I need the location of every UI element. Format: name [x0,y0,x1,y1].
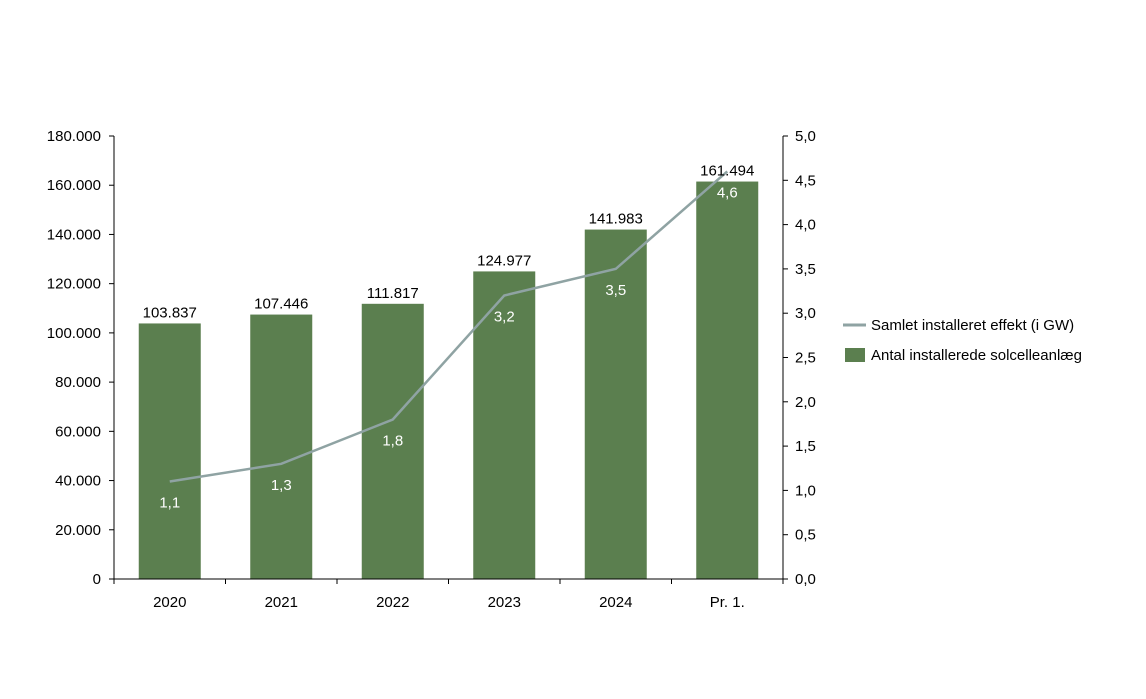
x-tick-label: Pr. 1. [710,594,745,611]
line-value-label: 1,8 [382,433,403,450]
bar-value-label: 124.977 [477,252,531,269]
x-tick-label: 2022 [376,594,409,611]
right-tick-label: 4,5 [795,172,816,189]
left-tick-label: 140.000 [47,226,101,243]
bar-2020 [139,323,201,579]
line-value-label: 1,1 [159,495,180,512]
left-tick-label: 120.000 [47,276,101,293]
line-value-label: 1,3 [271,477,292,494]
right-tick-label: 3,0 [795,305,816,322]
right-tick-label: 2,5 [795,350,816,367]
left-tick-label: 100.000 [47,325,101,342]
line-value-label: 4,6 [717,184,738,201]
bar-value-label: 111.817 [367,285,419,302]
left-tick-label: 0 [93,571,101,588]
right-tick-label: 1,5 [795,438,816,455]
right-tick-label: 0,5 [795,527,816,544]
bar-2021 [250,315,312,579]
left-tick-label: 180.000 [47,128,101,145]
right-tick-label: 2,0 [795,394,816,411]
legend: Samlet installeret effekt (i GW) Antal i… [843,317,1082,364]
bar-value-label: 161.494 [700,163,754,180]
right-tick-label: 1,0 [795,482,816,499]
line-value-label: 3,2 [494,308,515,325]
bar-Pr. 1. [696,182,758,579]
bar-value-label: 141.983 [589,211,643,228]
x-tick-label: 2021 [265,594,298,611]
bar-value-label: 103.837 [143,304,197,321]
x-tick-label: 2024 [599,594,632,611]
line-value-label: 3,5 [605,282,626,299]
right-tick-label: 5,0 [795,128,816,145]
x-tick-label: 2020 [153,594,186,611]
legend-bar-swatch [845,348,865,362]
x-tick-label: 2023 [488,594,521,611]
legend-label-bar: Antal installerede solcelleanlæg [871,347,1082,364]
left-tick-label: 60.000 [55,423,101,440]
left-tick-label: 40.000 [55,473,101,490]
left-tick-label: 80.000 [55,374,101,391]
right-tick-label: 4,0 [795,217,816,234]
right-tick-label: 3,5 [795,261,816,278]
left-tick-label: 160.000 [47,177,101,194]
legend-label-line: Samlet installeret effekt (i GW) [871,317,1074,334]
right-tick-label: 0,0 [795,571,816,588]
bar-value-label: 107.446 [254,296,308,313]
left-tick-label: 20.000 [55,522,101,539]
